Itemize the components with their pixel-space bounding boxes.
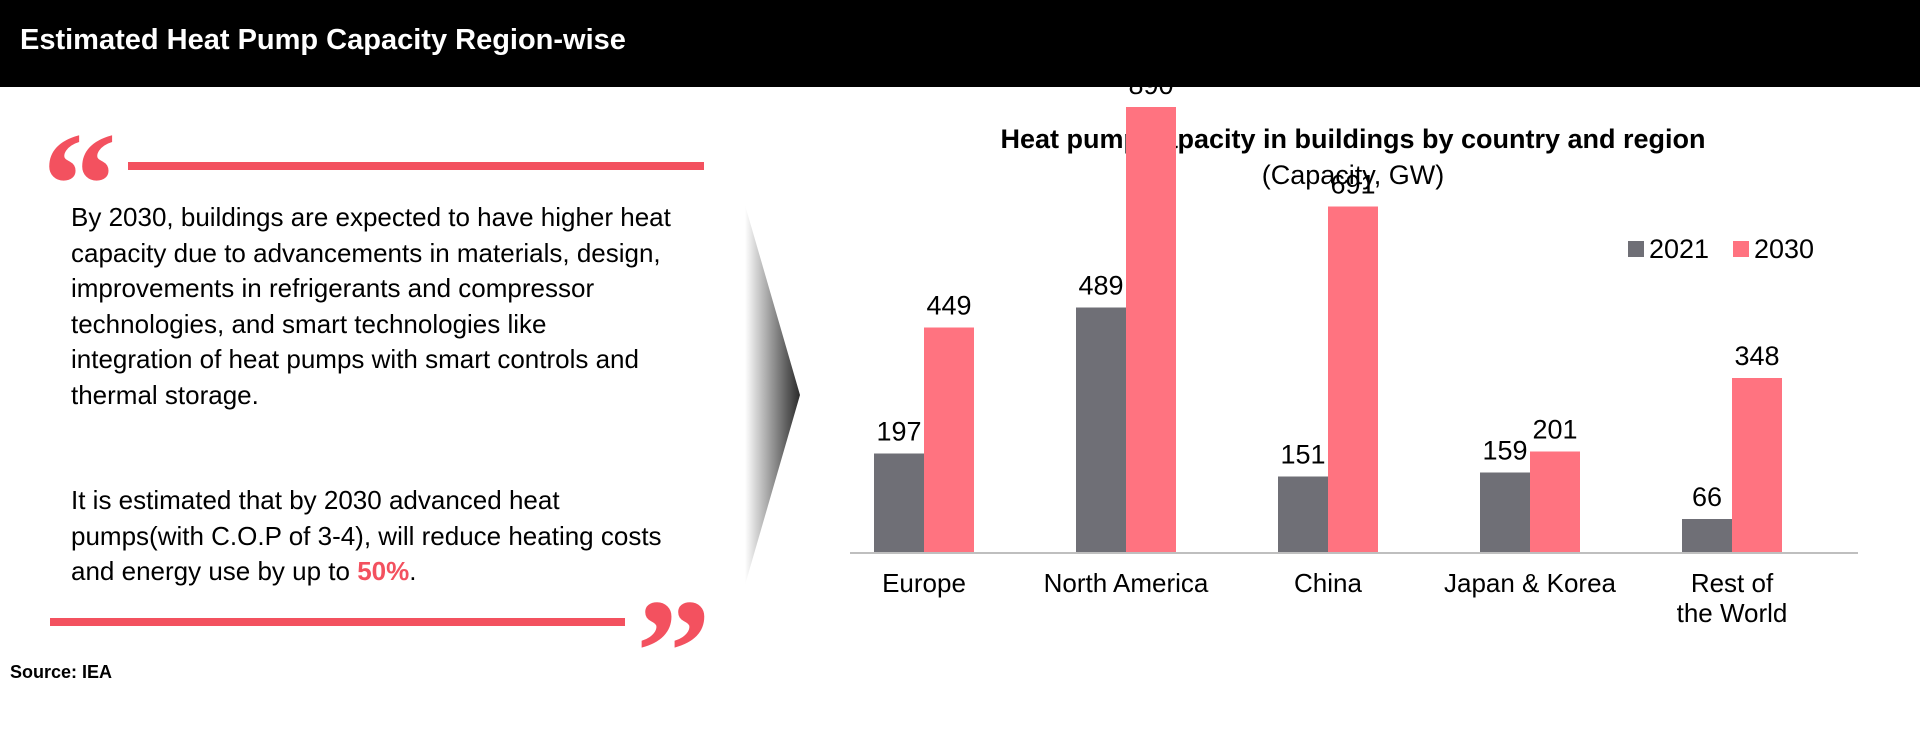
data-label-2021-0: 197 xyxy=(876,417,921,447)
bar-2030-4 xyxy=(1732,378,1782,552)
legend-swatch-2030 xyxy=(1733,241,1749,257)
page-title: Estimated Heat Pump Capacity Region-wise xyxy=(20,24,626,56)
data-label-2030-2: 691 xyxy=(1330,170,1375,200)
highlight-percentage: 50% xyxy=(357,556,410,586)
data-label-2030-4: 348 xyxy=(1734,341,1779,371)
quote-paragraph-2: It is estimated that by 2030 advanced he… xyxy=(71,483,671,590)
bar-2021-2 xyxy=(1278,476,1328,552)
bar-2021-1 xyxy=(1076,307,1126,552)
legend-label-2030: 2030 xyxy=(1754,234,1814,264)
data-label-2030-3: 201 xyxy=(1532,415,1577,445)
data-label-2021-4: 66 xyxy=(1692,482,1722,512)
data-label-2030-0: 449 xyxy=(926,291,971,321)
bar-2030-3 xyxy=(1530,451,1580,552)
data-label-2021-3: 159 xyxy=(1482,436,1527,466)
legend-label-2021: 2021 xyxy=(1649,234,1709,264)
category-label-4-line-0: Rest of xyxy=(1691,568,1774,598)
quote-paragraph-2-end: . xyxy=(409,556,417,586)
chart-title: Heat pump capacity in buildings by count… xyxy=(1000,124,1706,154)
category-label-3: Japan & Korea xyxy=(1444,568,1617,598)
bar-chart: 197 449 Europe 489 890 North America 151 691 Chi… xyxy=(850,70,1858,628)
header-bar: Estimated Heat Pump Capacity Region-wise xyxy=(0,0,1920,87)
data-label-2030-1: 890 xyxy=(1128,70,1173,100)
source-note: Source: IEA xyxy=(10,662,113,682)
quote-paragraph-2-text: It is estimated that by 2030 advanced he… xyxy=(71,485,662,586)
chart-subtitle: (Capacity, GW) xyxy=(1261,160,1445,190)
quote-paragraph-1: By 2030, buildings are expected to have … xyxy=(71,202,671,410)
top-divider xyxy=(128,162,704,170)
data-label-2021-1: 489 xyxy=(1078,271,1123,301)
data-label-2021-2: 151 xyxy=(1280,440,1325,470)
category-label-4-line-1: the World xyxy=(1677,598,1788,628)
bar-2030-2 xyxy=(1328,206,1378,552)
category-label-0: Europe xyxy=(882,568,966,598)
bottom-divider xyxy=(50,618,625,626)
bar-2021-4 xyxy=(1682,519,1732,552)
bar-2021-3 xyxy=(1480,472,1530,552)
category-label-1: North America xyxy=(1044,568,1209,598)
chevron-right-icon xyxy=(745,205,800,585)
bar-2030-1 xyxy=(1126,107,1176,552)
open-quote-icon: “ xyxy=(42,102,117,268)
bar-2030-0 xyxy=(924,327,974,552)
category-label-2: China xyxy=(1294,568,1362,598)
bar-2021-0 xyxy=(874,453,924,552)
legend-swatch-2021 xyxy=(1628,241,1644,257)
